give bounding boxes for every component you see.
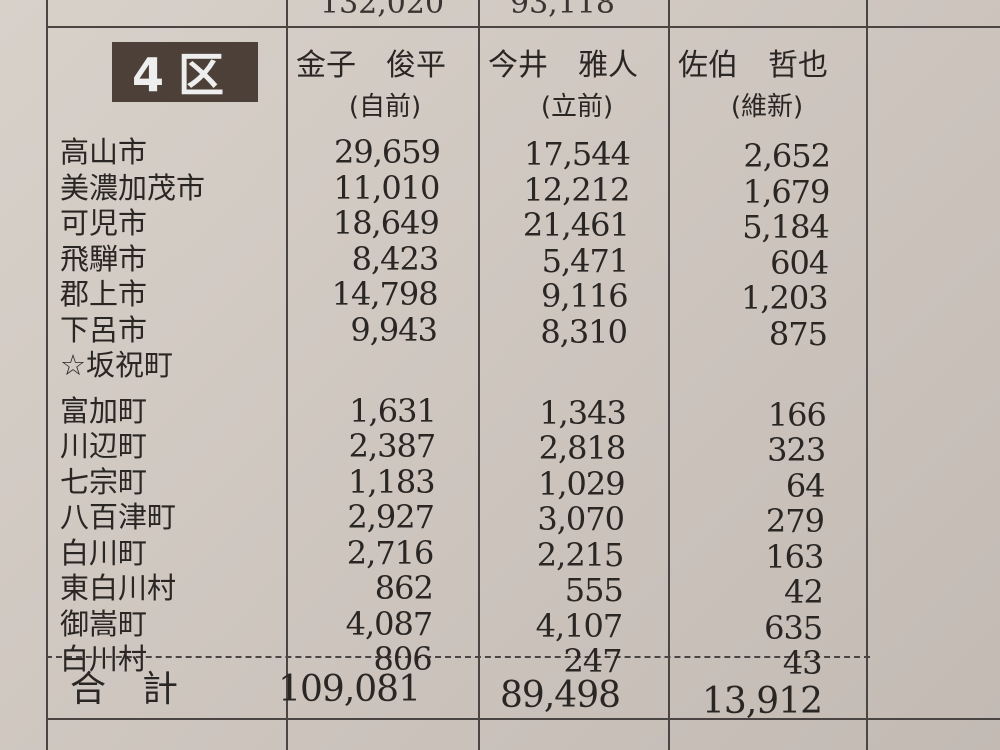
row-divider <box>46 718 1000 720</box>
total-divider <box>46 656 870 658</box>
vote-count: 2,652 <box>743 137 831 175</box>
candidate-name: 金子 俊平 <box>296 48 446 83</box>
column-divider <box>866 0 868 750</box>
vote-count: 4,107 <box>535 606 624 645</box>
municipality-name: 白川村 <box>60 642 148 676</box>
vote-count: 8,310 <box>540 312 628 351</box>
vote-count: 604 <box>770 243 829 282</box>
municipality-name: ☆坂祝町 <box>60 348 173 382</box>
candidate-party: (維新) <box>730 92 804 122</box>
vote-count: 29,659 <box>334 133 441 171</box>
district-badge: 4区 <box>112 42 258 102</box>
municipality-name: 郡上市 <box>60 277 148 311</box>
municipality-name: 白川町 <box>60 535 148 570</box>
candidate-header: 佐伯 哲也 (維新) <box>672 40 862 123</box>
total-votes-3: 13,912 <box>702 681 823 722</box>
vote-count: 2,387 <box>348 427 437 465</box>
row-divider <box>46 26 1000 28</box>
vote-count: 1,343 <box>539 393 627 432</box>
municipality-name: 御嵩町 <box>60 606 148 641</box>
vote-count: 12,212 <box>523 170 630 209</box>
vote-count: 1,679 <box>742 172 831 211</box>
municipality-name: 美濃加茂市 <box>60 170 206 205</box>
municipality-name: 富加町 <box>60 393 148 428</box>
vote-count: 2,818 <box>538 429 627 467</box>
vote-count <box>286 347 436 383</box>
vote-count: 279 <box>765 502 825 540</box>
municipality-name: 可児市 <box>60 206 148 240</box>
vote-count: 1,183 <box>347 462 436 501</box>
vote-count: 42 <box>784 573 824 611</box>
municipality-name: 東白川村 <box>60 571 177 605</box>
vote-count: 14,798 <box>331 275 439 313</box>
vote-count: 555 <box>564 571 624 609</box>
municipality-name: 川辺町 <box>60 429 148 463</box>
column-divider <box>478 0 480 750</box>
vote-count: 11,010 <box>333 168 440 207</box>
vote-count: 43 <box>782 644 823 682</box>
total-votes-2: 89,498 <box>500 675 621 716</box>
vote-count: 323 <box>767 431 826 469</box>
candidate-party: (自前) <box>348 92 422 122</box>
candidate-name: 佐伯 哲也 <box>678 48 828 83</box>
vote-count: 5,471 <box>541 241 630 280</box>
candidate-header: 今井 雅人 (立前) <box>482 40 672 123</box>
vote-count: 2,927 <box>347 498 435 536</box>
vote-count: 5,184 <box>742 208 830 246</box>
candidate-name: 今井 雅人 <box>488 48 638 83</box>
vote-count: 4,087 <box>345 604 434 643</box>
vote-count: 9,943 <box>350 310 438 349</box>
total-votes-1: 109,081 <box>278 669 421 710</box>
vote-count <box>476 349 626 385</box>
vote-count: 64 <box>785 466 826 505</box>
vote-count: 247 <box>563 642 623 680</box>
municipality-name: 高山市 <box>60 135 148 169</box>
municipality-name: 下呂市 <box>60 312 148 347</box>
vote-count: 1,203 <box>740 279 829 317</box>
column-divider <box>286 0 288 750</box>
vote-count: 2,716 <box>346 533 435 572</box>
vote-count: 8,423 <box>351 239 440 278</box>
vote-count: 21,461 <box>522 206 630 244</box>
candidate-header: 金子 俊平 (自前) <box>290 40 480 123</box>
vote-count: 1,029 <box>537 464 626 503</box>
vote-count <box>676 351 826 387</box>
vote-count: 635 <box>764 608 823 647</box>
vote-count: 166 <box>767 395 827 434</box>
column-divider <box>668 0 670 750</box>
vote-count: 17,544 <box>524 135 631 173</box>
vote-count: 1,631 <box>349 391 437 430</box>
vote-count: 862 <box>374 569 434 607</box>
vote-count: 18,649 <box>332 204 440 242</box>
municipality-name: 飛騨市 <box>60 241 148 276</box>
vote-count: 806 <box>373 640 433 678</box>
previous-total-2: 93,118 <box>510 0 615 21</box>
previous-total-1: 132,020 <box>320 0 445 21</box>
vote-count: 9,116 <box>540 277 629 315</box>
candidate-party: (立前) <box>540 92 614 122</box>
vote-count: 3,070 <box>537 500 625 538</box>
municipality-name: 八百津町 <box>60 500 177 534</box>
total-label: 合 計 <box>70 669 179 710</box>
vote-count: 2,215 <box>536 535 625 574</box>
vote-count: 875 <box>768 314 828 353</box>
column-border <box>46 0 48 750</box>
municipality-name: 七宗町 <box>60 464 148 499</box>
vote-count: 163 <box>765 537 824 576</box>
